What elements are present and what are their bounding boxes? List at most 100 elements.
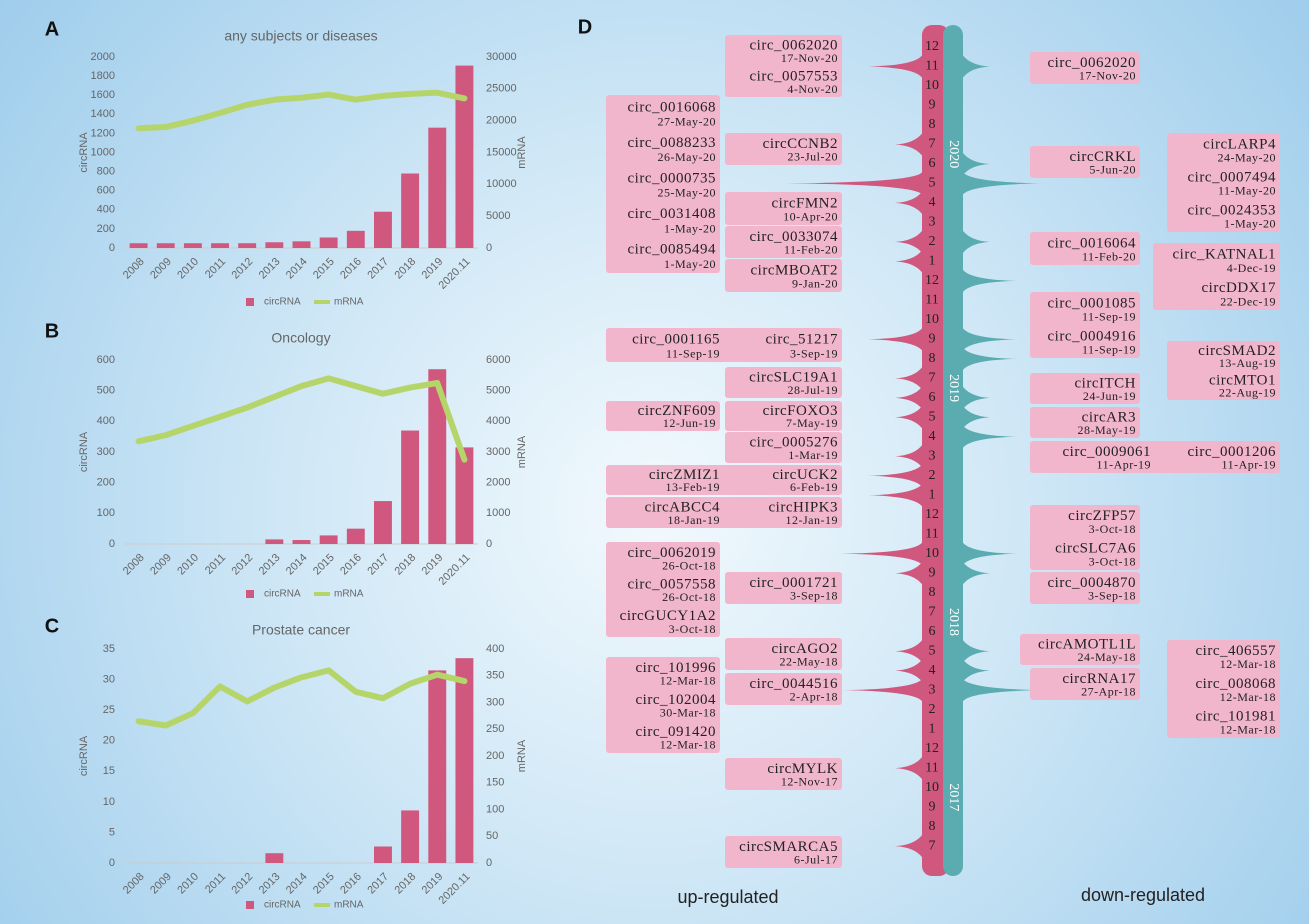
up-spike — [868, 55, 922, 78]
entry-box — [1030, 292, 1140, 358]
line-series — [135, 375, 468, 463]
entry-date: 26-Oct-18 — [662, 590, 716, 604]
x-tick-label: 2015 — [311, 871, 337, 897]
down-spike — [963, 172, 1044, 195]
bar — [428, 670, 447, 863]
line-series — [135, 89, 468, 132]
y-tick-label: 10 — [103, 796, 115, 808]
entry-name: circ_0031408 — [628, 206, 716, 222]
up-spike — [895, 406, 922, 429]
up-spike — [895, 386, 922, 409]
bar — [374, 211, 392, 248]
legend-label: mRNA — [334, 900, 364, 911]
entry-name: circAMOTL1L — [1038, 637, 1136, 653]
up-spike — [895, 250, 922, 273]
entry-box — [725, 259, 842, 292]
month-label: 6 — [929, 624, 936, 639]
entry-date: 6-Feb-19 — [790, 480, 838, 494]
entry-date: 3-Oct-18 — [1089, 522, 1136, 536]
entry-box — [1030, 407, 1140, 438]
down-spike — [963, 386, 990, 409]
x-tick-label: 2014 — [284, 552, 310, 578]
y-tick-label: 600 — [97, 354, 115, 366]
y2-tick-label: 10000 — [486, 178, 517, 190]
x-tick-label: 2017 — [365, 552, 391, 578]
entry-name: circRNA17 — [1062, 671, 1136, 687]
entry-box — [725, 35, 842, 97]
entry-name: circAR3 — [1082, 410, 1136, 426]
entry-date: 9-Jan-20 — [792, 276, 838, 290]
entry-date: 11-Apr-19 — [1097, 458, 1151, 472]
y2-axis-label: mRNA — [516, 435, 528, 468]
legend-swatch — [246, 590, 254, 598]
bar — [238, 243, 257, 248]
y-tick-label: 800 — [97, 166, 115, 178]
entry-date: 22-Dec-19 — [1220, 294, 1276, 308]
y2-tick-label: 4000 — [486, 415, 510, 427]
entry-box — [725, 673, 842, 705]
chart-title: Prostate cancer — [252, 622, 350, 638]
entry-box — [725, 432, 842, 463]
y-tick-label: 30 — [103, 673, 115, 685]
y2-tick-label: 3000 — [486, 446, 510, 458]
entry-date: 17-Nov-20 — [781, 51, 838, 65]
bar — [183, 243, 202, 248]
entry-name: circABCC4 — [645, 500, 720, 516]
entry-name: circ_0062019 — [628, 545, 716, 561]
x-tick-label: 2017 — [365, 256, 391, 282]
line-series — [135, 667, 468, 729]
entry-date: 30-Mar-18 — [660, 706, 716, 720]
bar — [156, 243, 175, 248]
y-tick-label: 200 — [97, 223, 115, 235]
entry-box — [1030, 441, 1280, 473]
entry-name: circ_51217 — [766, 332, 838, 348]
bar — [374, 501, 392, 544]
x-tick-label: 2010 — [175, 552, 201, 578]
x-tick-label: 2013 — [257, 256, 283, 282]
entry-box — [606, 542, 720, 637]
up-spike — [868, 484, 922, 507]
entry-box — [1167, 341, 1280, 400]
entry-name: circSMAD2 — [1198, 343, 1276, 359]
entry-date: 12-Mar-18 — [1220, 657, 1276, 671]
y-tick-label: 25 — [103, 704, 115, 716]
entry-name: circ_0004916 — [1048, 328, 1136, 344]
month-label: 11 — [925, 526, 938, 541]
y2-tick-label: 2000 — [486, 477, 510, 489]
entry-name: circ_101996 — [636, 660, 716, 676]
month-label: 3 — [929, 215, 936, 230]
month-label: 7 — [929, 604, 936, 619]
x-tick-label: 2013 — [257, 871, 283, 897]
entry-box — [725, 226, 842, 258]
x-tick-label: 2008 — [121, 256, 147, 282]
month-label: 1 — [929, 721, 936, 736]
x-tick-label: 2013 — [257, 552, 283, 578]
entry-date: 11-Sep-19 — [1082, 309, 1136, 323]
up-spike — [895, 445, 922, 468]
entry-date: 24-May-20 — [1218, 150, 1277, 164]
down-spike — [963, 230, 990, 253]
entry-name: circ_0062020 — [750, 38, 838, 54]
entry-box — [1030, 668, 1140, 700]
entry-name: circITCH — [1075, 376, 1136, 392]
entry-box — [606, 657, 720, 753]
down-spike — [963, 679, 1044, 702]
entry-name: circFMN2 — [772, 195, 839, 211]
bar — [455, 658, 474, 863]
y-tick-label: 0 — [109, 857, 115, 869]
entry-date: 12-Jan-19 — [786, 513, 839, 527]
entry-name: circ_0057553 — [750, 69, 838, 85]
bar — [428, 127, 447, 248]
y-tick-label: 1200 — [91, 127, 115, 139]
up-spike — [895, 640, 922, 663]
entry-date: 24-May-18 — [1078, 650, 1137, 664]
entry-date: 11-Sep-19 — [1082, 342, 1136, 356]
y2-tick-label: 1000 — [486, 507, 510, 519]
y2-tick-label: 150 — [486, 777, 504, 789]
x-tick-label: 2012 — [230, 871, 256, 897]
entry-date: 23-Jul-20 — [788, 150, 839, 164]
month-label: 7 — [929, 371, 936, 386]
entry-box — [606, 465, 842, 495]
x-tick-label: 2016 — [338, 871, 364, 897]
x-tick-label: 2018 — [392, 871, 418, 897]
